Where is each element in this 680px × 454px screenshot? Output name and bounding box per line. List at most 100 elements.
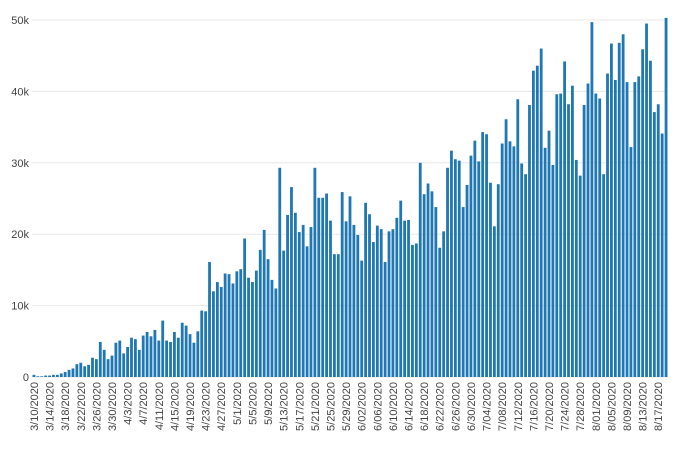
bar <box>169 342 172 377</box>
y-tick-label: 0 <box>23 372 29 384</box>
bar <box>664 17 668 378</box>
bar <box>399 200 403 377</box>
bar <box>414 243 418 377</box>
bar <box>617 42 621 377</box>
bar <box>254 270 258 377</box>
bar <box>656 104 660 377</box>
bar <box>426 183 430 377</box>
bar <box>547 130 551 377</box>
y-tick-label: 20k <box>11 229 29 241</box>
bar <box>145 332 149 377</box>
bar <box>122 353 126 377</box>
bar <box>512 146 516 377</box>
bar <box>504 119 508 377</box>
x-tick-label: 5/25/2020 <box>325 382 337 431</box>
bar <box>485 134 488 377</box>
bar <box>317 197 321 377</box>
bar <box>364 202 368 377</box>
bar <box>629 147 633 377</box>
x-tick-label: 4/19/2020 <box>185 382 197 431</box>
x-tick-label: 6/06/2020 <box>372 382 384 431</box>
bar <box>286 214 289 377</box>
bar <box>243 238 247 377</box>
x-tick-label: 6/18/2020 <box>419 382 431 431</box>
bar <box>543 147 547 377</box>
bar <box>500 143 504 377</box>
bar <box>184 325 188 377</box>
x-tick-label: 3/14/2020 <box>45 382 57 431</box>
bar <box>438 247 442 377</box>
bar <box>481 132 485 377</box>
x-tick-label: 7/20/2020 <box>544 382 556 431</box>
bar <box>348 196 352 377</box>
x-tick-label: 3/10/2020 <box>29 382 41 431</box>
bar <box>165 340 169 377</box>
bar <box>332 254 336 377</box>
bar <box>63 372 67 377</box>
x-tick-label: 4/27/2020 <box>216 382 228 431</box>
bar <box>453 159 457 377</box>
bar <box>457 160 461 377</box>
bar <box>297 232 301 377</box>
y-tick-label: 30k <box>11 158 29 170</box>
bar <box>356 234 360 377</box>
bar <box>212 291 215 377</box>
bar <box>309 227 313 377</box>
x-tick-label: 7/24/2020 <box>560 382 572 431</box>
y-tick-label: 40k <box>11 86 29 98</box>
bar <box>200 310 204 377</box>
bar <box>563 61 567 377</box>
bar <box>531 70 535 377</box>
bar <box>106 359 110 377</box>
bar <box>621 34 625 377</box>
bar <box>649 60 652 377</box>
bar <box>360 260 364 377</box>
x-tick-label: 7/08/2020 <box>497 382 509 431</box>
x-tick-label: 6/26/2020 <box>450 382 462 431</box>
bar <box>571 85 574 378</box>
bar <box>520 163 524 377</box>
bar <box>118 340 122 377</box>
bar <box>313 167 317 377</box>
bar <box>305 246 309 377</box>
bar <box>270 279 274 377</box>
bar <box>625 82 629 377</box>
bar <box>508 141 512 377</box>
x-tick-label: 7/16/2020 <box>528 382 540 431</box>
bar <box>247 277 250 377</box>
bar <box>442 231 446 377</box>
bar <box>598 98 602 377</box>
bar <box>133 339 137 377</box>
bar <box>91 357 94 377</box>
bar <box>329 220 332 377</box>
bar <box>379 229 383 377</box>
x-tick-label: 3/26/2020 <box>91 382 103 431</box>
x-tick-label: 5/1/2020 <box>232 382 244 425</box>
bar <box>126 347 129 377</box>
x-tick-label: 8/01/2020 <box>591 382 603 431</box>
x-tick-label: 4/15/2020 <box>169 382 181 431</box>
bar <box>383 262 387 377</box>
bar <box>368 214 371 377</box>
bar <box>352 224 356 377</box>
x-tick-label: 5/17/2020 <box>294 382 306 431</box>
bar <box>469 155 473 377</box>
x-tick-label: 5/9/2020 <box>263 382 275 425</box>
bar <box>594 93 598 378</box>
bar <box>407 219 410 377</box>
x-tick-label: 5/21/2020 <box>310 382 322 431</box>
x-tick-label: 6/30/2020 <box>466 382 478 431</box>
bar <box>446 167 449 377</box>
bar <box>461 207 465 377</box>
x-tick-label: 8/17/2020 <box>653 382 665 431</box>
bar <box>422 194 426 377</box>
bar <box>52 374 55 377</box>
bar <box>516 99 520 378</box>
x-tick-label: 8/13/2020 <box>638 382 650 431</box>
bar <box>301 224 305 377</box>
bar <box>430 191 434 377</box>
bar <box>94 359 98 377</box>
bar <box>75 364 79 377</box>
bar <box>157 340 161 377</box>
bar <box>227 274 231 377</box>
